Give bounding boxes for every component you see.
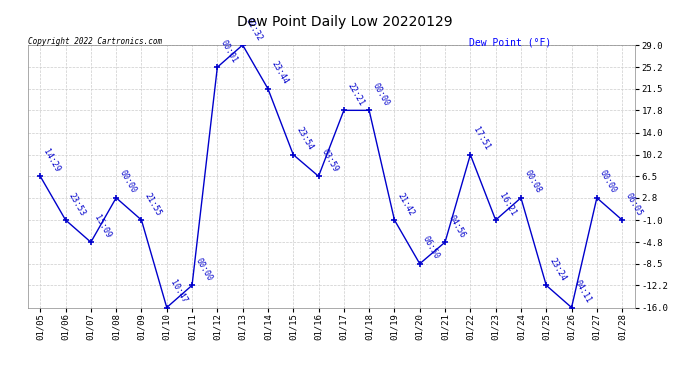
Text: 21:55: 21:55 [143, 191, 163, 217]
Text: 06:05: 06:05 [624, 191, 644, 217]
Text: 04:11: 04:11 [573, 279, 593, 305]
Text: 06:50: 06:50 [421, 235, 442, 261]
Text: 10:47: 10:47 [168, 279, 188, 305]
Text: 00:00: 00:00 [193, 256, 214, 282]
Text: 22:21: 22:21 [345, 81, 366, 108]
Text: 00:00: 00:00 [371, 81, 391, 108]
Text: 02:32: 02:32 [244, 16, 264, 42]
Text: 15:09: 15:09 [92, 213, 112, 239]
Text: 23:53: 23:53 [67, 191, 87, 217]
Text: 16:21: 16:21 [497, 191, 518, 217]
Text: 00:00: 00:00 [117, 169, 138, 195]
Text: 04:56: 04:56 [446, 213, 466, 239]
Text: 00:00: 00:00 [598, 169, 618, 195]
Text: Dew Point Daily Low 20220129: Dew Point Daily Low 20220129 [237, 15, 453, 29]
Text: 14:29: 14:29 [41, 147, 62, 174]
Text: 23:54: 23:54 [295, 126, 315, 152]
Text: 03:59: 03:59 [320, 147, 340, 174]
Text: 21:42: 21:42 [396, 191, 416, 217]
Text: 23:44: 23:44 [269, 60, 290, 86]
Text: 00:01: 00:01 [219, 38, 239, 64]
Text: 00:08: 00:08 [522, 169, 542, 195]
Text: 17:51: 17:51 [472, 126, 492, 152]
Text: 23:24: 23:24 [548, 256, 568, 282]
Text: Dew Point (°F): Dew Point (°F) [469, 38, 551, 48]
Text: Copyright 2022 Cartronics.com: Copyright 2022 Cartronics.com [28, 38, 161, 46]
